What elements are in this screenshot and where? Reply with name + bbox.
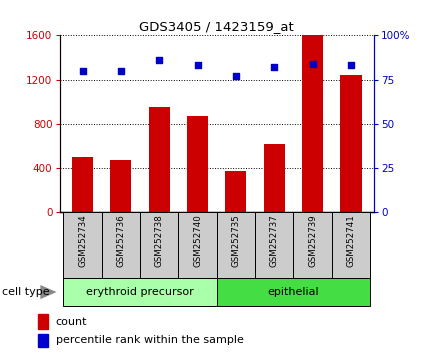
Point [232,73,239,79]
Bar [37,314,48,329]
Bar [102,212,140,278]
Point [79,68,86,74]
Text: GSM252737: GSM252737 [270,215,279,267]
Bar [63,212,102,278]
Point [156,57,163,63]
Bar [302,35,323,212]
Point [348,63,354,68]
Text: percentile rank within the sample: percentile rank within the sample [56,335,244,346]
Text: GSM252741: GSM252741 [346,215,355,267]
Bar [37,334,48,347]
Bar [140,212,178,278]
Bar [293,212,332,278]
Text: epithelial: epithelial [268,287,319,297]
Text: count: count [56,316,87,327]
Bar [255,212,293,278]
Bar [72,157,93,212]
Bar [332,212,370,278]
Bar [63,278,217,306]
Bar [264,144,285,212]
Text: GSM252736: GSM252736 [116,215,125,267]
Point [309,61,316,67]
Text: GSM252734: GSM252734 [78,215,87,267]
Text: GSM252740: GSM252740 [193,215,202,267]
Point [117,68,124,74]
Bar [225,171,246,212]
Point [271,64,278,70]
Text: erythroid precursor: erythroid precursor [86,287,194,297]
Bar [217,212,255,278]
Bar [217,278,370,306]
Text: GSM252738: GSM252738 [155,215,164,267]
Bar [149,107,170,212]
Bar [178,212,217,278]
Bar [340,75,362,212]
Text: cell type: cell type [2,287,50,297]
Title: GDS3405 / 1423159_at: GDS3405 / 1423159_at [139,20,294,33]
Polygon shape [40,285,57,299]
Text: GSM252735: GSM252735 [232,215,241,267]
Bar [110,160,131,212]
Bar [187,116,208,212]
Text: GSM252739: GSM252739 [308,215,317,267]
Point [194,63,201,68]
